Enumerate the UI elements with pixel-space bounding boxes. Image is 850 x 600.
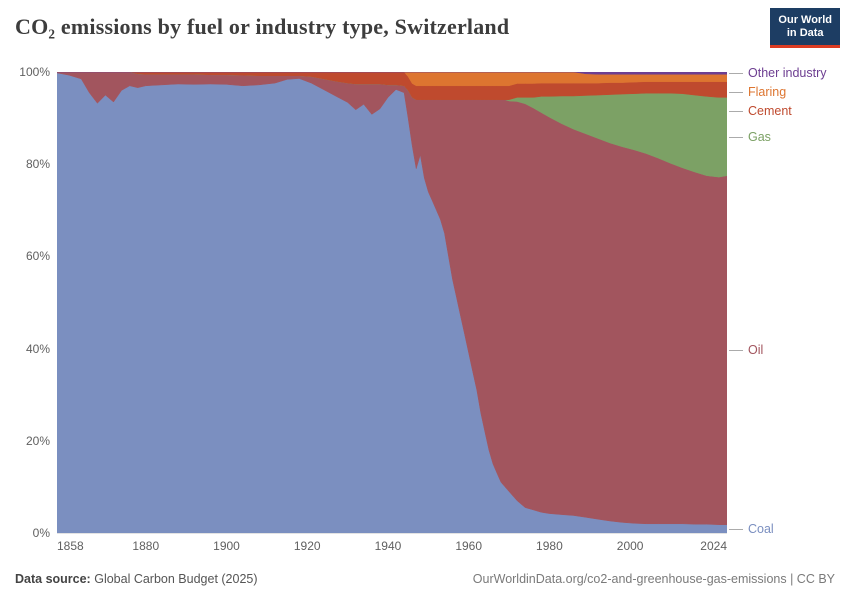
y-axis-tick-label: 40% — [25, 341, 50, 356]
data-source-value: Global Carbon Budget (2025) — [94, 572, 258, 586]
legend-label-coal[interactable]: Coal — [748, 521, 774, 536]
y-axis-tick-label: 100% — [19, 65, 50, 79]
legend-connector-cement — [729, 111, 743, 113]
gridline-0 — [57, 533, 727, 534]
x-axis-tick-label: 1980 — [536, 539, 563, 553]
legend-connector-coal — [729, 528, 743, 530]
x-axis-tick-label: 1880 — [132, 539, 160, 553]
legend-connector-oil — [729, 350, 743, 352]
x-axis-tick-label: 1900 — [213, 539, 240, 553]
x-axis-tick-label: 1940 — [374, 539, 402, 553]
legend-label-flaring[interactable]: Flaring — [748, 85, 787, 100]
legend-connector-gas — [729, 136, 743, 138]
x-axis-tick-label: 2000 — [616, 539, 644, 553]
y-axis-tick-label: 60% — [25, 249, 50, 264]
owid-logo-line1: Our World — [778, 14, 832, 26]
credit-link[interactable]: OurWorldinData.org/co2-and-greenhouse-ga… — [472, 572, 835, 586]
legend-label-oil[interactable]: Oil — [748, 343, 764, 358]
x-axis-tick-label: 2024 — [700, 539, 727, 553]
owid-logo[interactable]: Our World in Data — [770, 8, 840, 48]
x-axis-tick-label: 1960 — [455, 539, 483, 553]
data-source-note: Data source: Global Carbon Budget (2025) — [15, 572, 258, 586]
x-axis-tick-label: 1920 — [293, 539, 321, 553]
stacked-area-plot — [57, 72, 727, 533]
legend-label-other-industry[interactable]: Other industry — [748, 66, 827, 81]
area-flaring[interactable] — [57, 72, 727, 87]
data-source-label: Data source: — [15, 572, 91, 586]
legend-label-cement[interactable]: Cement — [748, 104, 792, 119]
legend-connector-flaring — [729, 92, 743, 94]
area-other-industry[interactable] — [57, 72, 727, 75]
y-axis-tick-label: 20% — [25, 433, 50, 448]
x-axis-tick-label: 1858 — [57, 539, 84, 553]
page-title: CO₂ emissions by fuel or industry type, … — [15, 14, 510, 39]
owid-logo-line2: in Data — [786, 27, 824, 39]
legend-label-gas[interactable]: Gas — [748, 129, 771, 144]
legend-connector-other-industry — [729, 73, 743, 75]
y-axis-tick-label: 0% — [32, 526, 50, 540]
area-cement[interactable] — [57, 72, 727, 100]
y-axis-tick-label: 80% — [25, 157, 50, 172]
